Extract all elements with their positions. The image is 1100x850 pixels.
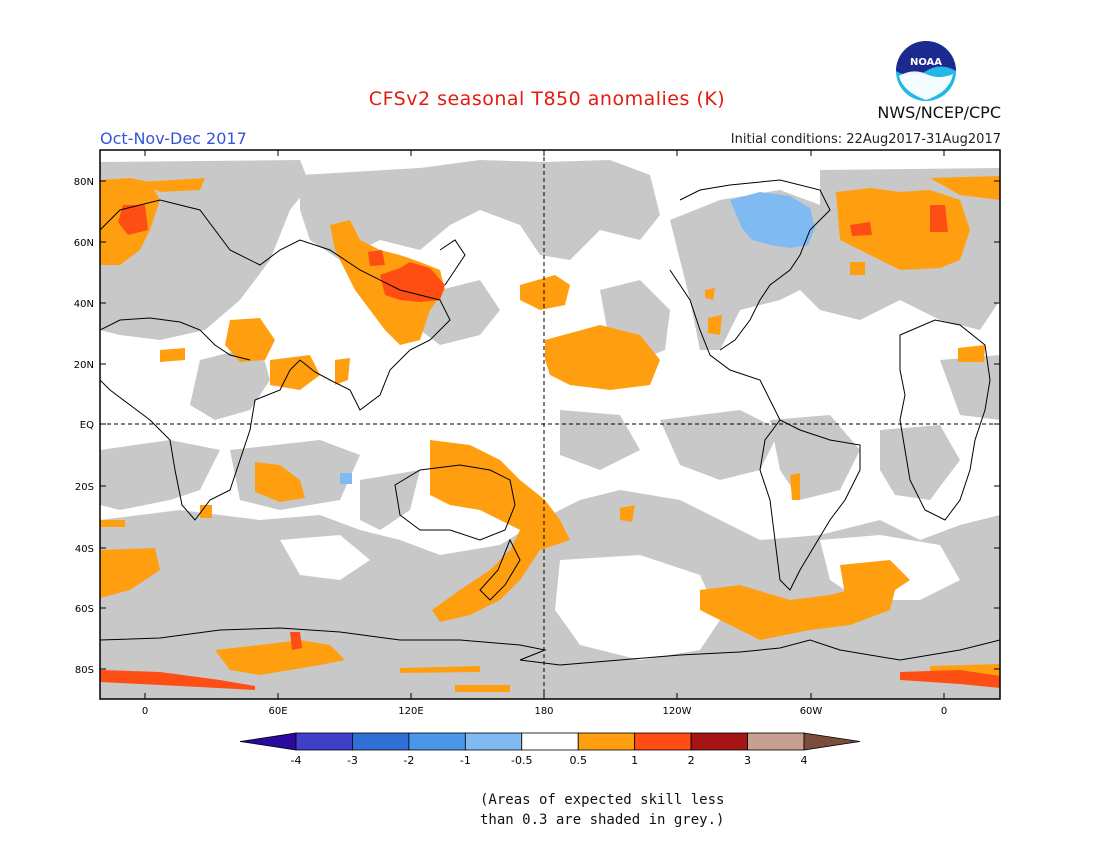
colorbar-box — [464, 732, 523, 751]
colorbar-box — [747, 732, 805, 751]
colorbar-label: -1 — [460, 754, 471, 767]
colorbar-box — [690, 732, 748, 751]
lon-label: 60E — [268, 706, 287, 717]
lat-label: 80S — [75, 665, 94, 676]
cool-anomaly — [340, 192, 815, 484]
colorbar-label: 1 — [631, 754, 638, 767]
map-title: CFSv2 seasonal T850 anomalies (K) — [368, 88, 726, 110]
coastlines — [100, 179, 1000, 666]
colorbar-label: 4 — [801, 754, 808, 767]
longitude-axis: 0 60E 120E 180 120W 60W 0 — [142, 150, 947, 717]
lat-label: 20S — [75, 482, 94, 493]
latitude-axis: 80N 60N 40N 20N EQ 20S 40S 60S 80S — [74, 177, 1000, 676]
colorbar-box — [408, 732, 466, 751]
colorbar-label: -3 — [347, 754, 358, 767]
colorbar-low-arrow — [239, 732, 297, 751]
lon-label: 120E — [398, 706, 423, 717]
colorbar-box — [521, 732, 579, 751]
colorbar-label: 3 — [744, 754, 751, 767]
colorbar-box — [577, 732, 636, 751]
logo-text: NOAA — [910, 57, 942, 68]
lat-label: 20N — [74, 360, 94, 371]
colorbar-label: -0.5 — [511, 754, 532, 767]
lat-label: EQ — [80, 420, 94, 431]
lon-label: 120W — [663, 706, 692, 717]
lat-label: 40N — [74, 299, 94, 310]
lat-label: 40S — [75, 544, 94, 555]
lon-label: 0 — [941, 706, 947, 717]
colorbar-label: -2 — [403, 754, 414, 767]
lon-label: 0 — [142, 706, 148, 717]
colorbar-high-arrow — [803, 732, 861, 751]
skill-note-line1: (Areas of expected skill less — [480, 792, 725, 808]
colorbar-box — [352, 732, 410, 751]
warm-anomaly-1-2 — [100, 205, 1000, 690]
initial-conditions-label: Initial conditions: 22Aug2017-31Aug2017 — [730, 132, 1001, 147]
lon-label: 180 — [534, 706, 553, 717]
lat-label: 60N — [74, 238, 94, 249]
lon-label: 60W — [800, 706, 823, 717]
colorbar-box — [634, 732, 692, 751]
agency-label: NWS/NCEP/CPC — [877, 103, 1001, 122]
colorbar-box — [295, 732, 353, 751]
lat-label: 80N — [74, 177, 94, 188]
noaa-logo: NOAA — [896, 41, 956, 101]
skill-note-line2: than 0.3 are shaded in grey.) — [480, 812, 725, 828]
lat-label: 60S — [75, 604, 94, 615]
season-label: Oct-Nov-Dec 2017 — [100, 129, 247, 148]
colorbar-label: -4 — [291, 754, 302, 767]
colorbar-label: 2 — [688, 754, 695, 767]
colorbar-label: 0.5 — [569, 754, 587, 767]
